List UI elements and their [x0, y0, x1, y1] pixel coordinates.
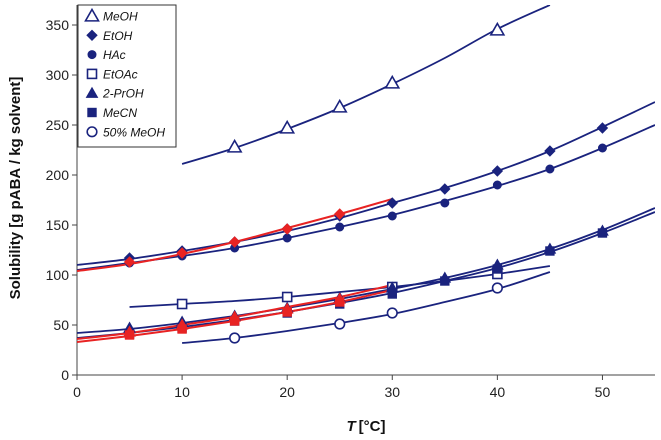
legend-label-etoh: EtOH — [103, 29, 133, 43]
point-hac — [335, 222, 345, 232]
point-etoac — [281, 291, 293, 303]
point-hac — [387, 211, 397, 221]
point-etoac — [176, 298, 188, 310]
y-tick-label: 150 — [46, 217, 70, 233]
red-point-square — [177, 324, 187, 334]
x-tick-label: 50 — [595, 384, 611, 400]
legend-label-2-proh: 2-PrOH — [102, 87, 144, 101]
y-tick-label: 200 — [46, 167, 70, 183]
red-point-square — [335, 297, 345, 307]
x-tick-label: 20 — [279, 384, 295, 400]
legend-marker-mecn — [87, 107, 97, 118]
y-tick-label: 350 — [46, 17, 70, 33]
red-point-diamond — [176, 247, 188, 259]
point-50pct-meoh — [229, 332, 241, 344]
point-mecn — [492, 264, 503, 274]
point-meoh — [331, 98, 348, 113]
y-tick-label: 0 — [61, 367, 69, 383]
point-hac — [282, 233, 292, 243]
legend-marker-hac — [87, 50, 97, 60]
point-etoh — [439, 183, 451, 195]
x-tick-label: 30 — [384, 384, 400, 400]
x-axis-title: T [°C] — [347, 418, 386, 435]
y-tick-label: 50 — [53, 317, 69, 333]
point-mecn — [387, 289, 397, 299]
red-point-square — [124, 330, 135, 340]
point-meoh — [489, 21, 506, 36]
point-etoh — [596, 122, 609, 134]
x-tick-label: 0 — [73, 384, 81, 400]
legend-label-meoh: MeOH — [103, 10, 138, 24]
legend-label-mecn: MeCN — [103, 106, 137, 120]
legend-marker-etoac — [86, 68, 98, 80]
point-hac — [597, 143, 607, 153]
axes — [72, 5, 655, 380]
data-points — [123, 21, 609, 344]
point-mecn — [597, 228, 608, 238]
red-point-square — [282, 307, 292, 317]
point-meoh — [226, 138, 243, 153]
legend-marker-50pct-meoh — [86, 126, 98, 138]
legend-label-50pct-meoh: 50% MeOH — [103, 125, 165, 139]
red-point-diamond — [334, 208, 346, 220]
point-mecn — [440, 276, 450, 286]
point-meoh — [279, 119, 296, 134]
point-etoh — [491, 165, 504, 177]
x-tick-label: 40 — [490, 384, 506, 400]
point-50pct-meoh — [334, 318, 346, 330]
y-tick-label: 100 — [46, 267, 70, 283]
point-50pct-meoh — [491, 282, 503, 294]
legend-marker-2-proh — [85, 86, 99, 98]
red-point-diamond — [281, 223, 293, 235]
y-axis-title: Solubility [g pABA / kg solvent] — [7, 77, 24, 300]
point-etoh — [386, 197, 398, 209]
y-tick-label: 300 — [46, 67, 70, 83]
y-tick-label: 250 — [46, 117, 70, 133]
tick-labels: 0 50 100 150 200 250 300 350 0 10 20 30 40 50 — [46, 17, 611, 400]
point-50pct-meoh — [386, 307, 398, 319]
legend-label-etoac: EtOAc — [103, 67, 138, 81]
point-hac — [545, 164, 555, 174]
legend-label-hac: HAc — [103, 48, 126, 62]
fit-line-2-proh — [77, 207, 655, 334]
point-etoh — [544, 145, 556, 157]
point-meoh — [384, 74, 401, 89]
legend-marker-meoh — [84, 7, 100, 22]
point-hac — [492, 180, 502, 190]
legend-marker-etoh — [86, 29, 98, 42]
x-tick-label: 10 — [174, 384, 190, 400]
red-point-diamond — [228, 236, 241, 248]
red-point-diamond — [123, 256, 136, 268]
legend: MeOH EtOH HAc EtOAc 2-PrOH MeCN 50% MeOH — [77, 4, 177, 148]
point-hac — [440, 198, 450, 208]
point-mecn — [545, 246, 555, 256]
fit-line-50pct-meoh — [182, 271, 551, 344]
red-point-square — [229, 316, 240, 326]
